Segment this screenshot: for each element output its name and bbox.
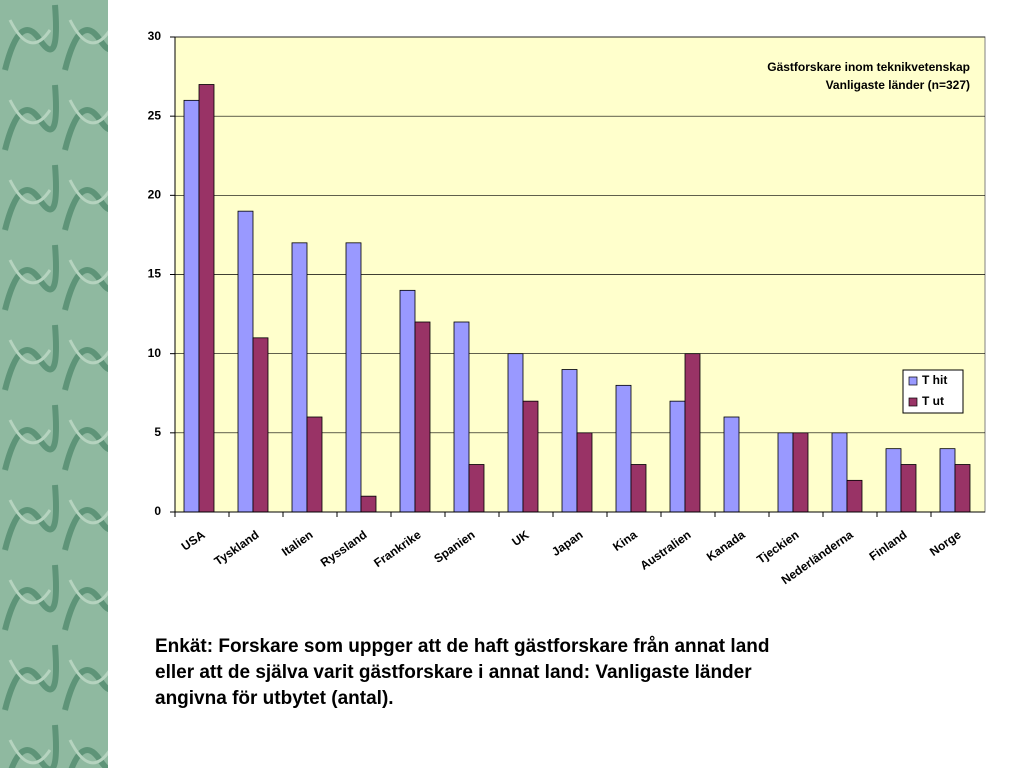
bar: [507, 353, 524, 513]
x-tick-label: UK: [509, 527, 532, 549]
bar: [399, 289, 416, 513]
bar: [831, 432, 848, 513]
bar: [522, 400, 539, 513]
x-tick-label: Ryssland: [318, 528, 370, 570]
y-tick-label: 10: [148, 346, 162, 360]
bar: [183, 99, 200, 513]
y-tick-label: 25: [148, 108, 162, 122]
x-tick-label: Spanien: [431, 528, 477, 566]
x-tick-label: Norge: [927, 527, 964, 559]
bar: [777, 432, 794, 513]
legend-swatch: [908, 376, 918, 386]
caption: angivna för utbytet (antal).: [155, 688, 394, 709]
y-tick-label: 15: [148, 267, 162, 281]
y-tick-label: 0: [154, 504, 161, 518]
bar: [954, 464, 971, 513]
x-tick-label: Kina: [610, 527, 640, 554]
chart-title: Gästforskare inom teknikvetenskap: [767, 60, 970, 74]
legend-swatch: [908, 397, 918, 407]
bar: [900, 464, 917, 513]
decor-strip: [0, 0, 108, 768]
bar: [291, 242, 308, 513]
x-tick-label: Kanada: [704, 527, 748, 564]
bar: [252, 337, 269, 513]
x-tick-label: USA: [179, 527, 208, 553]
bar: [360, 495, 377, 513]
legend-label: T ut: [922, 394, 944, 408]
x-tick-label: Italien: [279, 528, 315, 559]
bar: [630, 464, 647, 513]
bar: [723, 416, 740, 513]
bar: [939, 448, 956, 513]
y-tick-label: 20: [148, 188, 162, 202]
y-tick-label: 5: [154, 425, 161, 439]
caption: eller att de själva varit gästforskare i…: [155, 662, 752, 683]
x-tick-label: Frankrike: [371, 527, 424, 570]
bar: [684, 353, 701, 513]
bar: [792, 432, 809, 513]
bar: [468, 464, 485, 513]
x-tick-label: Tyskland: [212, 528, 262, 569]
bar: [615, 384, 632, 513]
bar: [561, 369, 578, 513]
bar: [453, 321, 470, 513]
legend-label: T hit: [922, 373, 947, 387]
bar: [576, 432, 593, 513]
x-tick-label: Australien: [637, 528, 693, 573]
chart-subtitle: Vanligaste länder (n=327): [826, 78, 970, 92]
x-tick-label: Tjeckien: [754, 528, 801, 567]
bar: [198, 84, 215, 513]
bar: [414, 321, 431, 513]
bar: [306, 416, 323, 513]
bar: [885, 448, 902, 513]
y-tick-label: 30: [148, 29, 162, 43]
bar: [846, 479, 863, 513]
bar: [237, 210, 254, 513]
x-tick-label: Japan: [549, 528, 585, 559]
bar: [345, 242, 362, 513]
bar: [669, 400, 686, 513]
x-tick-label: Finland: [867, 528, 910, 564]
caption: Enkät: Forskare som uppger att de haft g…: [155, 636, 769, 657]
